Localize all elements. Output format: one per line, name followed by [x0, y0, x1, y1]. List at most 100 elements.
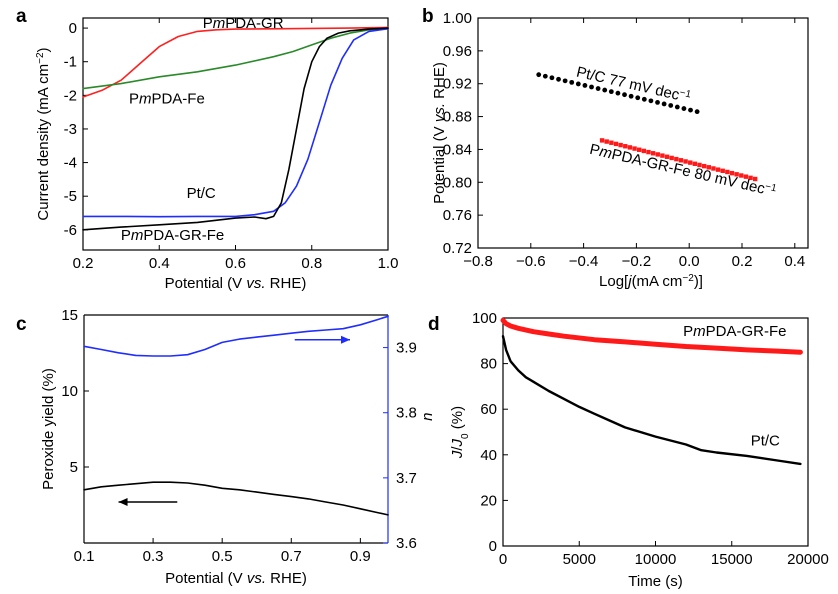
panel-b-ytick-label: 0.92: [443, 76, 472, 93]
panel-b-point: [562, 78, 568, 84]
panel-b-point: [609, 140, 614, 145]
panel-b-point: [660, 153, 665, 158]
panel-c-xtick-label: 0.9: [350, 548, 371, 565]
panel-b: b −0.8 −0.6 −0.4 −0.2 0.0 0.2 0.4 0.72 0.76 0.80 0.…: [422, 6, 809, 290]
panel-b-label-1-part: PDA-GR-Fe 80 mV dec: [610, 146, 767, 198]
panel-a-ytick-label: -2: [64, 87, 77, 104]
panel-b-point: [549, 75, 555, 81]
panel-b-xlabel-part: Log[: [599, 273, 629, 290]
panel-b-point: [632, 146, 637, 151]
panel-b-point: [595, 86, 601, 91]
panel-b-point: [536, 72, 542, 78]
panel-b-frame: [477, 17, 809, 249]
panel-d-xtick-label: 20000: [787, 551, 829, 568]
panel-b-point: [628, 93, 634, 99]
panel-a-xtick-label: 0.4: [149, 255, 170, 272]
panel-d-xtick-label: 15000: [711, 551, 753, 568]
panel-c-xtick-label: 0.3: [143, 548, 164, 565]
panel-c-xtick-label: 0.7: [281, 548, 302, 565]
panel-d-label-0: PmPDA-GR-Fe: [683, 323, 786, 340]
panel-b-point: [720, 168, 725, 174]
panel-b-point: [582, 83, 588, 88]
panel-b-xtick-label: −0.8: [463, 253, 493, 270]
panel-d-xlabel: Time (s): [628, 573, 682, 590]
panel-b-ylabel-part: RHE): [431, 62, 448, 103]
panel-b-point: [739, 173, 744, 178]
panel-b-xlabel-part: −2: [682, 273, 694, 284]
panel-a-ytick-label: -1: [64, 54, 77, 71]
panel-b-ytick-label: 1.00: [443, 10, 472, 27]
panel-a-ytick-label: -3: [64, 121, 77, 138]
panel-b-xtick-label: −0.2: [622, 253, 652, 270]
panel-a-label-2: Pt/C: [187, 185, 216, 202]
panel-b-point: [743, 174, 749, 179]
panel-b-letter: b: [422, 6, 434, 27]
panel-b-point: [664, 154, 670, 159]
panel-b-point: [701, 163, 707, 169]
panel-c-arrowhead-1: [118, 497, 128, 506]
panel-a-label-3-part: P: [121, 227, 131, 244]
panel-c-arrowhead-0: [341, 335, 350, 344]
panel-b-point: [542, 73, 548, 79]
panel-b-point: [602, 87, 608, 93]
panel-d-label-0-part: P: [683, 323, 693, 340]
panel-b-ytick-label: 0.80: [443, 174, 472, 191]
panel-b-ytick-label: 0.88: [443, 109, 472, 126]
panel-b-point: [725, 169, 730, 175]
panel-b-point: [692, 161, 698, 166]
panel-a-series-0: [82, 26, 389, 98]
panel-a-xtick-label: 0.8: [301, 255, 322, 272]
panel-b-xtick-label: 0.2: [732, 253, 753, 270]
panel-a-xtick-label: 0.6: [225, 255, 246, 272]
panel-b-point: [637, 147, 642, 152]
panel-a-label-1-part: P: [129, 91, 139, 108]
panel-a-ytick-label: -5: [64, 188, 77, 205]
panel-b-label-1-part: −1: [764, 181, 778, 194]
panel-c-y2tick-label: 3.7: [396, 470, 417, 487]
panel-a-series-2: [82, 27, 389, 218]
panel-b-point: [648, 98, 654, 104]
panel-c-xtick-label: 0.5: [212, 548, 233, 565]
panel-a-ylabel-part: −2: [35, 52, 46, 64]
panel-b-point: [589, 84, 594, 90]
panel-b-point: [681, 106, 687, 111]
panel-d-label-0-part: PDA-GR-Fe: [706, 323, 787, 340]
panel-b-point: [706, 165, 711, 170]
panel-c-letter: c: [16, 314, 27, 335]
panel-b-label-1: PmPDA-GR-Fe 80 mV dec−1: [588, 140, 778, 200]
panel-c-xlabel: Potential (V vs. RHE): [165, 570, 307, 587]
panel-b-point: [655, 100, 660, 105]
panel-c-y2tick-label: 3.9: [396, 340, 417, 357]
panel-a-ytick-label: -6: [64, 222, 77, 239]
panel-b-label-1-part: m: [598, 143, 614, 162]
panel-a-xtick-label: 0.2: [73, 255, 94, 272]
panel-b-ylabel-part: vs.: [431, 103, 448, 122]
panel-c-xlabel-part: vs.: [247, 570, 266, 587]
panel-d-ytick-label: 0: [489, 538, 497, 555]
panel-b-xlabel-part: j: [626, 273, 632, 290]
panel-a-letter: a: [16, 6, 27, 27]
panel-b-label-0-part: −1: [679, 87, 693, 100]
panel-a-series-1: [82, 27, 389, 90]
panel-b-xtick-label: −0.4: [569, 253, 599, 270]
panel-a-label-1: PmPDA-Fe: [129, 91, 205, 108]
panel-d-ytick-label: 60: [480, 401, 497, 418]
panel-a-label-3-part: PDA-GR-Fe: [143, 227, 224, 244]
panel-b-xlabel-part: )]: [694, 273, 703, 290]
panel-b-point: [575, 81, 581, 87]
panel-a-xlabel-part: Potential (V: [165, 275, 247, 292]
panel-b-ytick-label: 0.72: [443, 240, 472, 257]
panel-a-ylabel-part: Current density (mA cm: [35, 64, 52, 221]
panel-b-point: [715, 167, 721, 172]
panel-d-ytick-label: 80: [480, 356, 497, 373]
panel-b-point: [641, 148, 647, 154]
panel-d-ytick-label: 20: [480, 492, 497, 509]
panel-b-label-0-part: Pt/C 77 mV dec: [575, 64, 682, 104]
panel-a-ylabel-part: ): [35, 47, 52, 52]
panel-d-ylabel-part: /: [449, 446, 466, 451]
panel-d-label-0-part: m: [693, 323, 706, 340]
panel-b-point: [623, 144, 628, 149]
panel-b-point: [753, 176, 758, 182]
panel-d-series-0: [500, 317, 803, 355]
